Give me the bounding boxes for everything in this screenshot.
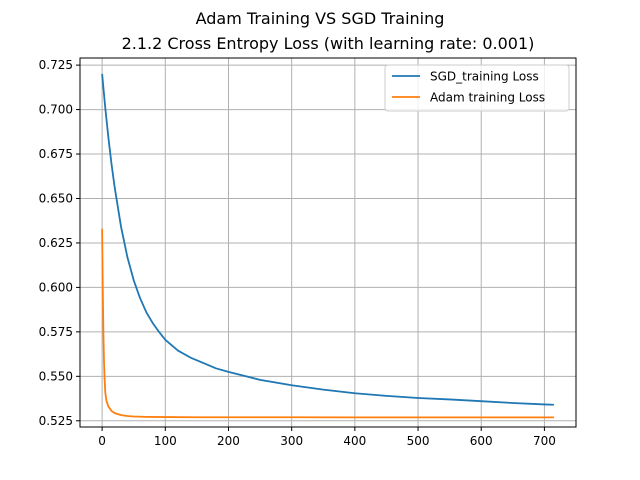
legend: SGD_training Loss Adam training Loss (384, 64, 570, 112)
series-line-sgd (101, 73, 554, 406)
x-tick-label-4: 400 (343, 434, 366, 448)
legend-box (384, 64, 570, 112)
y-tick-label-8: 0.725 (39, 58, 73, 72)
y-tick-label-6: 0.675 (39, 147, 73, 161)
ticks: 0 100 200 300 400 500 600 700 0.525 0.550 0.575 0.6… (39, 58, 556, 448)
chart-subtitle: 2.1.2 Cross Entropy Loss (with learning … (122, 34, 535, 53)
y-tick-label-0: 0.525 (39, 414, 73, 428)
legend-label-sgd: SGD_training Loss (430, 70, 539, 84)
x-tick-label-2: 200 (217, 434, 240, 448)
y-tick-label-5: 0.650 (39, 191, 73, 205)
x-tick-label-0: 0 (98, 434, 106, 448)
series-layer (101, 73, 554, 419)
y-tick-label-7: 0.700 (39, 103, 73, 117)
x-tick-label-1: 100 (154, 434, 177, 448)
chart-title: Adam Training VS SGD Training (196, 9, 445, 28)
y-tick-label-3: 0.600 (39, 280, 73, 294)
legend-label-adam: Adam training Loss (430, 91, 545, 105)
series-line-adam (101, 228, 554, 419)
y-tick-label-1: 0.550 (39, 369, 73, 383)
x-tick-label-3: 300 (280, 434, 303, 448)
grid (80, 58, 576, 427)
x-tick-label-6: 600 (470, 434, 493, 448)
y-tick-label-4: 0.625 (39, 236, 73, 250)
y-tick-label-2: 0.575 (39, 325, 73, 339)
x-tick-label-7: 700 (533, 434, 556, 448)
x-tick-label-5: 500 (407, 434, 430, 448)
